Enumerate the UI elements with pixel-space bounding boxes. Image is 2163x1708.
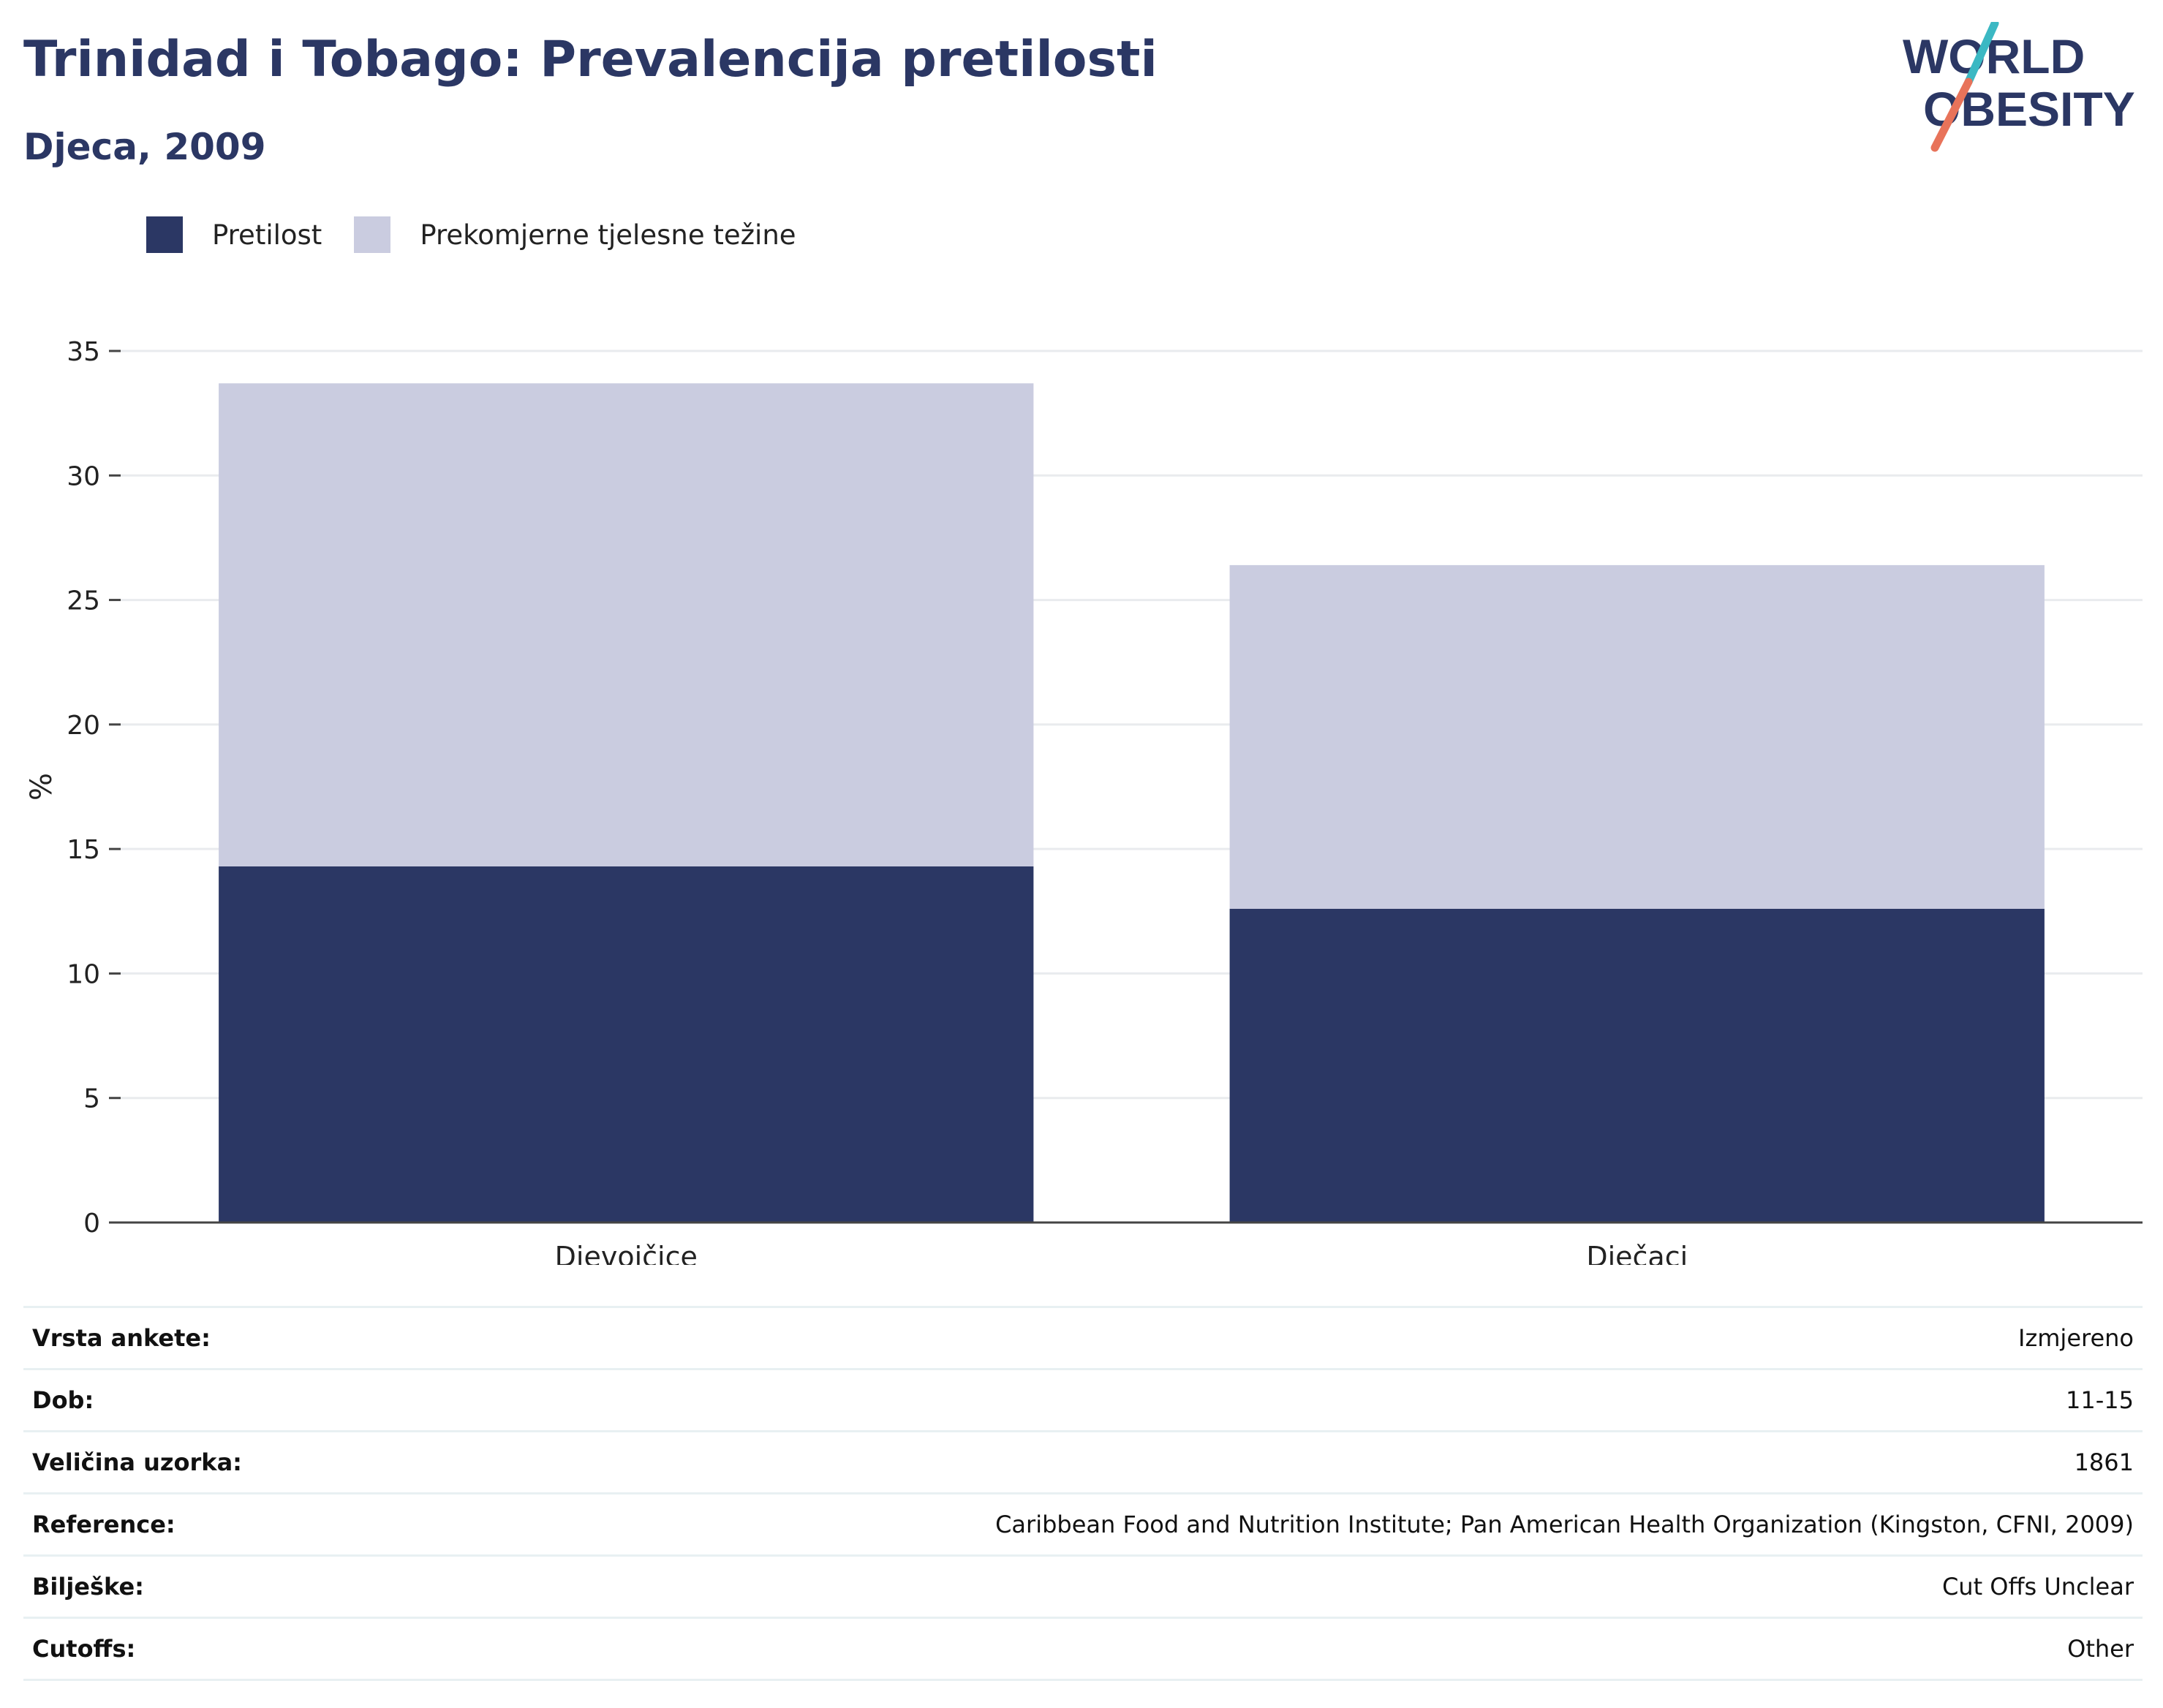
- y-axis-title: %: [25, 773, 58, 801]
- bar-chart: 0 5 10 15 20 25 30 35% Djevojčice Dječaci: [25, 337, 2143, 1265]
- info-value: Other: [371, 1617, 2143, 1681]
- info-value: Izmjereno: [371, 1306, 2143, 1369]
- y-tick-label: 35: [67, 337, 100, 367]
- legend-label-pretilost: Pretilost: [212, 219, 322, 251]
- info-key: Vrsta ankete:: [23, 1306, 372, 1369]
- x-tick-label: Dječaci: [1586, 1241, 1688, 1265]
- y-tick-label: 0: [83, 1209, 100, 1239]
- bar-prekomjerne-0: [219, 383, 1034, 866]
- chart-legend: Pretilost Prekomjerne tjelesne težine: [146, 216, 828, 253]
- legend-item-pretilost[interactable]: Pretilost: [146, 216, 322, 253]
- info-value: Cut Offs Unclear: [371, 1554, 2143, 1618]
- logo-coral-stroke: [1930, 78, 1973, 152]
- chart-title: Trinidad i Tobago: Prevalencija pretilos…: [23, 31, 1158, 88]
- survey-info-table: Vrsta ankete: Izmjereno Dob: 11-15 Velič…: [23, 1306, 2143, 1681]
- info-value: Caribbean Food and Nutrition Institute; …: [371, 1492, 2143, 1556]
- info-key: Dob:: [23, 1368, 372, 1432]
- info-row: Dob: 11-15: [23, 1368, 2143, 1432]
- info-key: Bilješke:: [23, 1554, 372, 1618]
- y-tick-label: 25: [67, 586, 100, 616]
- x-tick-label: Djevojčice: [555, 1241, 698, 1265]
- info-value: 1861: [371, 1430, 2143, 1494]
- info-row: Reference: Caribbean Food and Nutrition …: [23, 1492, 2143, 1556]
- legend-swatch-pretilost: [146, 216, 183, 253]
- world-obesity-logo: WORLD OBESITY: [1903, 22, 2135, 152]
- bar-prekomjerne-1: [1229, 564, 2045, 909]
- legend-item-prekomjerne[interactable]: Prekomjerne tjelesne težine: [354, 216, 796, 253]
- info-row: Cutoffs: Other: [23, 1617, 2143, 1681]
- info-key: Veličina uzorka:: [23, 1430, 372, 1494]
- info-value: 11-15: [371, 1368, 2143, 1432]
- bar-pretilost-1: [1229, 908, 2045, 1223]
- chart-subtitle: Djeca, 2009: [23, 126, 266, 168]
- info-row: Bilješke: Cut Offs Unclear: [23, 1554, 2143, 1618]
- y-tick-label: 10: [67, 959, 100, 989]
- legend-label-prekomjerne: Prekomjerne tjelesne težine: [420, 219, 796, 251]
- info-row: Veličina uzorka: 1861: [23, 1430, 2143, 1494]
- info-row: Vrsta ankete: Izmjereno: [23, 1306, 2143, 1369]
- legend-swatch-prekomjerne: [354, 216, 391, 253]
- y-tick-label: 20: [67, 711, 100, 741]
- y-tick-label: 30: [67, 461, 100, 491]
- y-tick-label: 5: [83, 1084, 100, 1114]
- info-key: Reference:: [23, 1492, 372, 1556]
- y-tick-label: 15: [67, 835, 100, 865]
- logo-line-1: WORLD: [1903, 29, 2085, 83]
- bar-pretilost-0: [219, 866, 1034, 1223]
- logo-teal-stroke: [1964, 22, 1999, 86]
- info-key: Cutoffs:: [23, 1617, 372, 1681]
